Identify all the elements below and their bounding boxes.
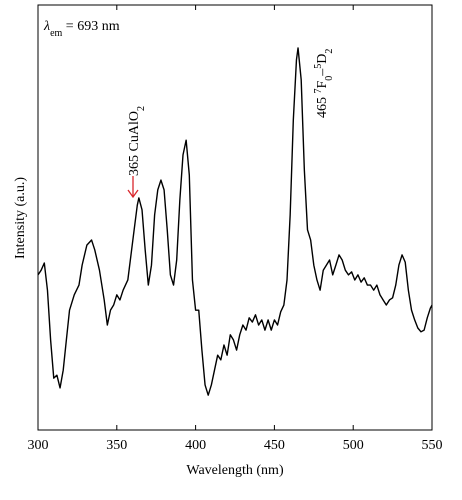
annotation: 465 7F0–5D2 xyxy=(313,49,335,118)
annotation-part: D xyxy=(315,54,330,64)
annotation: λem = 693 nm xyxy=(43,19,120,39)
x-tick-label: 300 xyxy=(28,438,49,453)
annotation-part: λ xyxy=(43,19,50,34)
x-tick-label: 500 xyxy=(343,438,364,453)
annotation-part: – xyxy=(315,68,330,77)
annotation-part: em xyxy=(50,28,62,39)
x-tick-label: 400 xyxy=(185,438,206,453)
annotation-part: = 693 nm xyxy=(62,19,119,34)
annotation-part: 365 CuAlO xyxy=(127,111,142,176)
annotation-part: 5 xyxy=(313,64,324,69)
annotation-part: 2 xyxy=(324,49,335,54)
annotation-part: 0 xyxy=(324,76,335,81)
annotation-part: 465 xyxy=(315,94,330,119)
annotation-part: F xyxy=(315,81,330,89)
x-tick-label: 450 xyxy=(264,438,285,453)
annotation-arrowhead xyxy=(127,189,139,199)
annotation: 365 CuAlO2 xyxy=(127,106,147,176)
y-axis-label: Intensity (a.u.) xyxy=(13,177,28,259)
plot-frame xyxy=(37,4,433,431)
annotation-part: 7 xyxy=(313,89,324,94)
spectrum-line xyxy=(37,47,433,396)
x-tick-label: 550 xyxy=(422,438,443,453)
annotation-part: 2 xyxy=(136,106,147,111)
x-axis-label: Wavelength (nm) xyxy=(186,463,284,478)
x-tick-label: 350 xyxy=(106,438,127,453)
